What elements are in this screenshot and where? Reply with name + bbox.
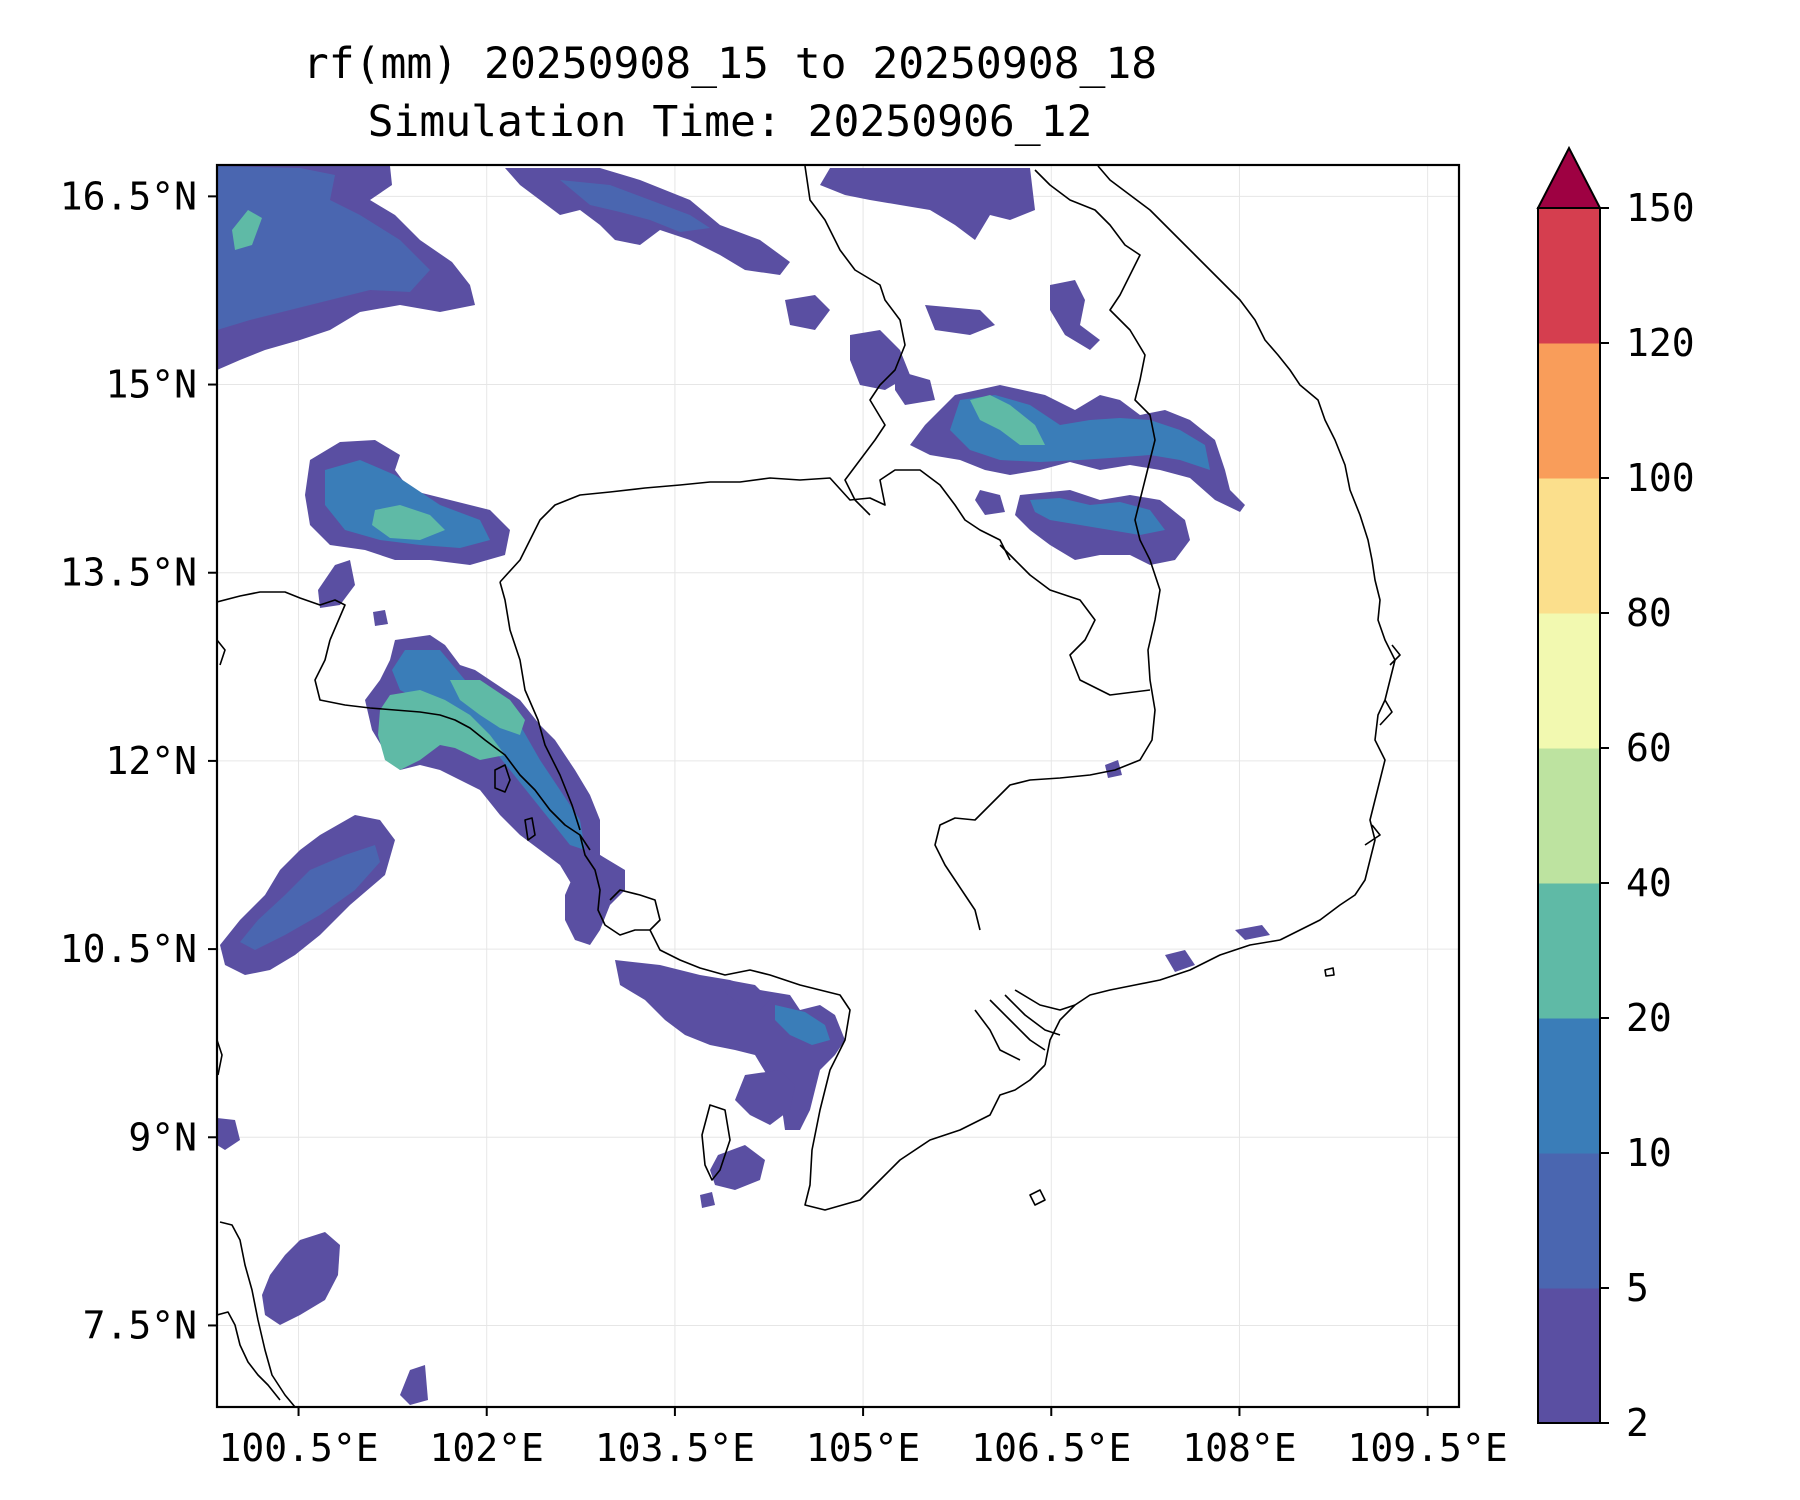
chart-title-line1: rf(mm) 20250908_15 to 20250908_18 (302, 39, 1158, 89)
colorbar-tick-label: 80 (1626, 591, 1672, 635)
rain-area-cambodia-coast-core (775, 1005, 830, 1045)
rain-area-central-thailand-core (325, 460, 490, 548)
country-border-cambodia-vietnam (999, 544, 1151, 696)
rain-area-northeast-max (970, 395, 1045, 445)
lon-tick-label: 100.5°E (218, 1426, 378, 1470)
coastline-west-edge (217, 639, 226, 1076)
coastline-mekong-delta (1044, 939, 1281, 1066)
rain-area-small-e1 (975, 490, 1005, 515)
longitude-ticks: 100.5°E 102°E 103.5°E 105°E 106.5°E 108°E 109.… (218, 1407, 1508, 1470)
rain-area-small-e2 (1105, 760, 1122, 778)
rain-area-northwest-max (232, 210, 262, 250)
rain-area-east-lower-core (1030, 498, 1165, 535)
rain-area-west-band-core (240, 845, 380, 950)
colorbar-extend-triangle (1536, 145, 1602, 209)
rain-area-small-c2 (373, 610, 388, 626)
rain-area-small-n1 (785, 295, 830, 330)
rain-area-north-east (820, 168, 1035, 240)
lat-tick-label: 15°N (105, 363, 197, 407)
colorbar-tick-label: 2 (1626, 1401, 1649, 1445)
colorbar-segment (1538, 748, 1600, 884)
rain-area-south-west (262, 1232, 340, 1325)
lat-tick-label: 13.5°N (60, 551, 197, 595)
colorbar-segment (1538, 1153, 1600, 1289)
island-koh-kong (524, 817, 536, 841)
rain-area-coast-2 (565, 855, 625, 945)
colorbar-segment (1538, 343, 1600, 479)
colorbar-segment (1538, 208, 1600, 344)
rain-area-phuquoc (725, 980, 770, 1010)
country-border-thailand-myanmar (217, 591, 346, 641)
coastline-mekong-arms (974, 989, 1076, 1061)
rain-area-laos-2 (895, 370, 935, 405)
lat-tick-label: 12°N (105, 739, 197, 783)
rainfall-contours (217, 166, 1270, 1405)
rain-area-small-c1 (318, 560, 355, 608)
colorbar-segment (1538, 613, 1600, 749)
colorbar-segment (1538, 1018, 1600, 1154)
rain-area-gulf-2 (710, 1145, 765, 1190)
lat-tick-label: 9°N (128, 1115, 197, 1159)
colorbar-tick-label: 60 (1626, 726, 1672, 770)
colorbar-tick-label: 150 (1626, 186, 1695, 230)
lon-tick-label: 102°E (430, 1426, 544, 1470)
lon-tick-label: 106.5°E (971, 1426, 1131, 1470)
coastline-malay-peninsula (219, 1221, 296, 1407)
island-koh-chang (494, 764, 511, 793)
island-phu-quoc (701, 1104, 731, 1181)
coastline-vietnam-east (1097, 165, 1396, 941)
rain-area-small-n3 (1050, 280, 1100, 350)
rain-area-gulf-coast-max (378, 690, 505, 770)
lat-tick-label: 10.5°N (60, 927, 197, 971)
rain-area-east-coast-2 (1235, 925, 1270, 940)
lon-tick-label: 109.5°E (1348, 1426, 1508, 1470)
lon-tick-label: 105°E (806, 1426, 920, 1470)
rain-area-east-coast-1 (1165, 950, 1195, 972)
colorbar-segment (1538, 478, 1600, 614)
country-border-laos-vietnam (934, 169, 1161, 931)
rain-area-northwest-core (217, 166, 430, 330)
country-border-cambodia-west (499, 581, 581, 831)
colorbar-frame (1537, 207, 1601, 1424)
map-gridlines (217, 165, 1459, 1407)
coastlines-and-borders (217, 165, 1401, 1407)
chart-title-line2: Simulation Time: 20250906_12 (367, 97, 1093, 147)
colorbar-segment (1538, 1288, 1600, 1424)
country-border-thailand-cambodia-north (499, 469, 1011, 583)
colorbar-segment (1538, 883, 1600, 1019)
lat-tick-label: 16.5°N (60, 174, 197, 218)
coastline-cambodia-south (649, 929, 1046, 1211)
rain-area-central-thailand-max (372, 505, 445, 540)
rain-area-gulf-3 (700, 1192, 715, 1208)
coastline-cambodia-gulf (579, 834, 661, 936)
colorbar-tick-label: 40 (1626, 861, 1672, 905)
colorbar-tick-label: 120 (1626, 321, 1695, 365)
island-con-dao (1029, 1189, 1046, 1206)
rain-area-gulf-1 (735, 1070, 795, 1125)
rain-area-gulf-coast-max2 (450, 680, 525, 735)
rain-area-north-strip (505, 168, 790, 275)
lon-tick-label: 108°E (1182, 1426, 1296, 1470)
coastline-vietnam-bays (1364, 644, 1401, 846)
coastline-malay-west (217, 1311, 281, 1401)
rain-area-south-small (400, 1365, 428, 1405)
rain-area-small-n2 (925, 305, 995, 335)
rain-area-west-small (217, 1118, 240, 1150)
island-small-east (1324, 967, 1335, 977)
lat-tick-label: 7.5°N (83, 1303, 197, 1347)
colorbar-tick-label: 100 (1626, 456, 1695, 500)
country-border-thailand-laos (804, 165, 906, 516)
colorbar-tick-label: 10 (1626, 1131, 1672, 1175)
latitude-ticks: 16.5°N 15°N 13.5°N 12°N 10.5°N 9°N 7.5°N (60, 174, 217, 1347)
colorbar-tick-label: 20 (1626, 996, 1672, 1040)
coastline-gulf-of-thailand-north (314, 639, 591, 851)
lon-tick-label: 103.5°E (595, 1426, 755, 1470)
map-frame (215, 163, 1461, 1409)
rain-area-north-strip-core (560, 180, 710, 232)
colorbar: 2 5 10 20 40 60 80 100 120 150 (1536, 145, 1695, 1445)
colorbar-tick-label: 5 (1626, 1266, 1649, 1310)
